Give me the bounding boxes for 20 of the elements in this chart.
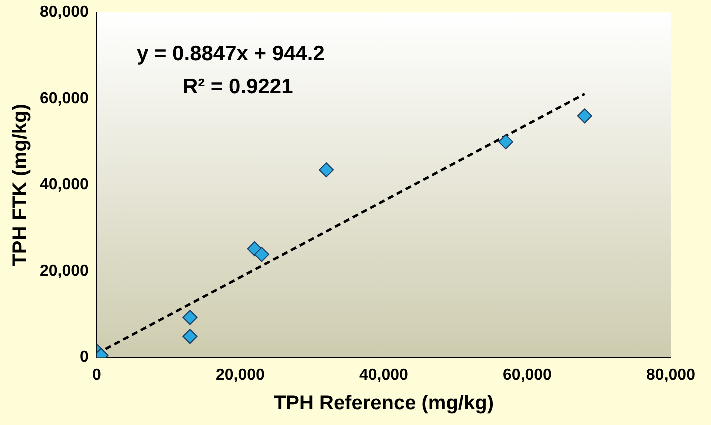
point — [254, 247, 270, 262]
y-tick-label: 80,000 — [40, 4, 90, 22]
annotation: y = 0.8847x + 944.2 — [136, 42, 325, 66]
y-tick-label: 40,000 — [40, 176, 90, 194]
y-axis-title: TPH FTK (mg/kg) — [10, 104, 32, 266]
point — [577, 108, 592, 124]
y-tick-label: 20,000 — [40, 262, 90, 280]
x-tick-label: 60,000 — [503, 366, 552, 384]
point — [182, 310, 198, 326]
y-tick-label: 60,000 — [40, 90, 90, 108]
point — [319, 162, 334, 178]
y-tick-label: 0 — [80, 349, 90, 366]
x-tick-label: 0 — [92, 366, 102, 384]
x-tick-label: 40,000 — [360, 366, 409, 384]
annotation: R² = 0.9221 — [182, 75, 294, 98]
point — [498, 134, 514, 150]
x-axis-title: TPH Reference (mg/kg) — [274, 392, 494, 415]
x-tick-label: 20,000 — [216, 366, 266, 384]
point — [182, 329, 198, 344]
x-tick-label: 80,000 — [646, 366, 696, 384]
